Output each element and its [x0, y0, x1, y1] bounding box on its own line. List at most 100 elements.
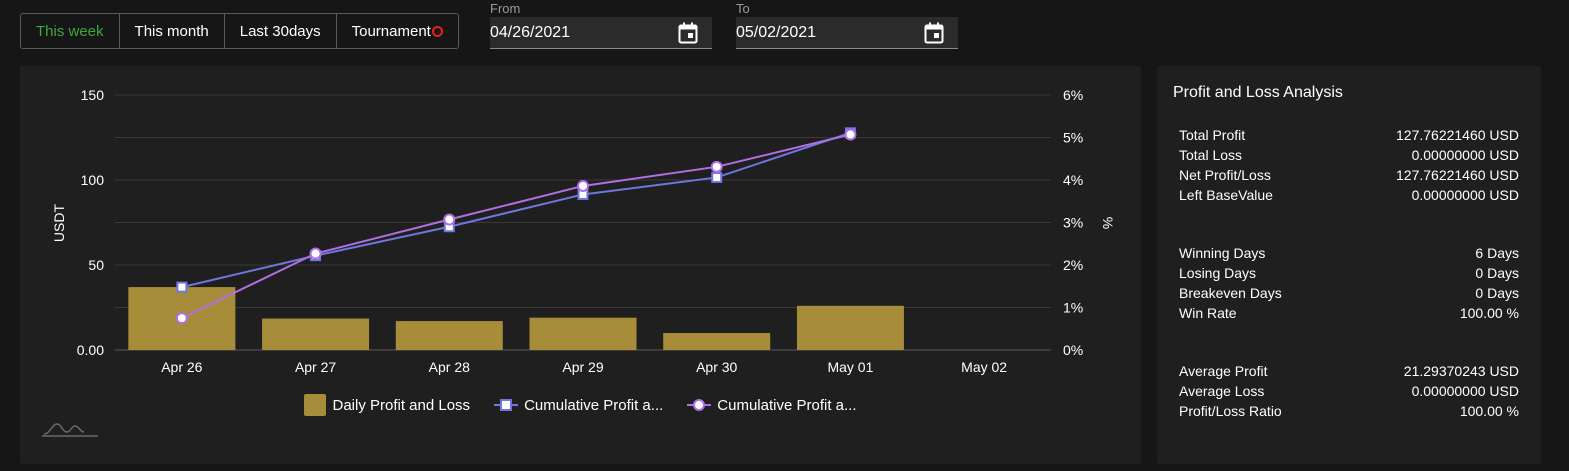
pl-row-value: 127.76221460 USD [1396, 167, 1519, 183]
pl-row-label: Losing Days [1179, 265, 1257, 281]
x-tick-label: Apr 29 [562, 359, 603, 375]
pl-row-value: 100.00 % [1459, 305, 1519, 321]
pl-analysis-title: Profit and Loss Analysis [1173, 84, 1343, 101]
range-tabs: This week This month Last 30days Tournam… [20, 13, 459, 49]
x-tick-label: May 01 [827, 359, 873, 375]
pl-row-label: Average Profit [1179, 363, 1268, 379]
tab-tournament[interactable]: Tournament [337, 14, 458, 48]
date-from-label: From [490, 1, 521, 16]
pl-row-label: Total Profit [1179, 127, 1246, 143]
pl-row-value: 127.76221460 USD [1396, 127, 1519, 143]
y2-tick-label: 6% [1063, 87, 1083, 103]
pl-row: Average Profit 21.29370243 USD [1179, 361, 1519, 381]
y-tick-label: 100 [81, 172, 105, 188]
cumulative-pct-line [181, 133, 851, 320]
profit-chart-panel: 0.00 50 100 150 0% 1% 2% 3% 4% 5% 6% USDT% Apr 26 Apr… [20, 66, 1141, 464]
x-tick-label: Apr 26 [161, 359, 202, 375]
y2-tick-label: 0% [1063, 342, 1083, 358]
pl-row: Total Profit 127.76221460 USD [1179, 125, 1519, 145]
tab-last-30days[interactable]: Last 30days [225, 14, 337, 48]
legend-label: Cumulative Profit a... [524, 396, 664, 414]
y2-tick-label: 3% [1063, 215, 1083, 231]
y2-tick-label: 1% [1063, 300, 1083, 316]
pl-row-label: Total Loss [1179, 147, 1243, 163]
pl-row-value: 0 Days [1475, 265, 1519, 281]
tab-this-month[interactable]: This month [120, 14, 225, 48]
pl-row: Losing Days 0 Days [1179, 263, 1519, 283]
legend-bar-swatch [304, 394, 327, 416]
legend-circle-line-icon [687, 399, 712, 411]
tab-this-week[interactable]: This week [21, 14, 120, 48]
pl-row: Total Loss 0.00000000 USD [1179, 145, 1519, 165]
chart-legend: Daily Profit and Loss Cumulative Profit … [20, 394, 1141, 416]
x-tick-label: Apr 30 [696, 359, 737, 375]
legend-label: Cumulative Profit a... [717, 396, 857, 414]
legend-item-cumulative-usd[interactable]: Cumulative Profit a... [494, 394, 663, 416]
y2-axis-label: % [1100, 217, 1116, 229]
pl-row: Net Profit/Loss 127.76221460 USD [1179, 165, 1519, 185]
chart-watermark-icon [42, 423, 98, 437]
tab-label: This week [36, 22, 104, 40]
cumulative-pct-point [577, 179, 589, 192]
x-tick-label: Apr 28 [429, 359, 470, 375]
y-axis-label: USDT [51, 204, 67, 243]
date-from-value: 04/26/2021 [490, 24, 571, 41]
pl-row: Average Loss 0.00000000 USD [1179, 381, 1519, 401]
cumulative-usd-point [176, 281, 188, 293]
daily-profit-bar [663, 333, 771, 350]
date-from-input[interactable]: 04/26/2021 [490, 17, 712, 49]
cumulative-pct-point [710, 160, 723, 173]
pl-row: Left BaseValue 0.00000000 USD [1179, 185, 1519, 205]
pl-row-value: 6 Days [1475, 245, 1519, 261]
x-tick-label: Apr 27 [295, 359, 336, 375]
pl-days-group: Winning Days 6 Days Losing Days 0 Days Break… [1179, 243, 1519, 323]
pl-row-label: Win Rate [1179, 305, 1237, 321]
pl-summary-group: Total Profit 127.76221460 USD Total Loss 0.… [1179, 125, 1519, 205]
pl-row-value: 21.29370243 USD [1403, 363, 1519, 379]
calendar-icon[interactable] [678, 22, 698, 44]
x-tick-label: May 02 [961, 359, 1007, 375]
cumulative-usd-line [181, 131, 851, 289]
pl-row-label: Net Profit/Loss [1179, 167, 1271, 183]
pl-row-label: Average Loss [1179, 383, 1265, 399]
legend-item-cumulative-pct[interactable]: Cumulative Profit a... [687, 394, 857, 416]
calendar-icon[interactable] [924, 22, 944, 44]
pl-row: Profit/Loss Ratio 100.00 % [1179, 401, 1519, 421]
record-dot-icon [431, 25, 443, 37]
y-tick-label: 0.00 [77, 342, 104, 358]
tab-label: Last 30days [239, 22, 321, 40]
pl-analysis-panel: Profit and Loss Analysis Total Profit 127… [1157, 66, 1541, 464]
daily-profit-bar [796, 305, 904, 350]
pl-row-value: 0 Days [1475, 285, 1519, 301]
legend-label: Daily Profit and Loss [332, 396, 471, 414]
legend-square-line-icon [494, 399, 519, 411]
y2-tick-label: 5% [1063, 130, 1083, 146]
profit-chart: 0.00 50 100 150 0% 1% 2% 3% 4% 5% 6% USDT % Apr 26 Apr… [51, 87, 1116, 375]
cumulative-pct-point [309, 247, 322, 260]
date-to-label: To [736, 1, 750, 16]
y-tick-label: 50 [88, 257, 104, 273]
cumulative-pct-point [443, 213, 456, 226]
pl-row: Breakeven Days 0 Days [1179, 283, 1519, 303]
date-from-field: From 04/26/2021 [490, 0, 712, 49]
pl-row: Win Rate 100.00 % [1179, 303, 1519, 323]
date-to-field: To 05/02/2021 [736, 0, 958, 49]
date-to-input[interactable]: 05/02/2021 [736, 17, 958, 49]
daily-profit-bar [529, 317, 637, 350]
pl-row: Winning Days 6 Days [1179, 243, 1519, 263]
daily-profit-bar [262, 318, 370, 350]
daily-profit-bar [395, 321, 503, 350]
legend-item-daily[interactable]: Daily Profit and Loss [304, 394, 470, 416]
pl-row-value: 100.00 % [1459, 403, 1519, 419]
cumulative-pct-point [175, 312, 188, 325]
pl-average-group: Average Profit 21.29370243 USD Average Los… [1179, 361, 1519, 421]
pl-row-value: 0.00000000 USD [1411, 147, 1519, 163]
y-tick-label: 150 [81, 87, 105, 103]
pl-row-value: 0.00000000 USD [1411, 383, 1519, 399]
pl-row-value: 0.00000000 USD [1411, 187, 1519, 203]
cumulative-pct-point [844, 128, 857, 141]
pl-row-label: Breakeven Days [1179, 285, 1282, 301]
pl-row-label: Left BaseValue [1179, 187, 1273, 203]
date-to-value: 05/02/2021 [736, 24, 817, 41]
y2-tick-label: 2% [1063, 257, 1083, 273]
